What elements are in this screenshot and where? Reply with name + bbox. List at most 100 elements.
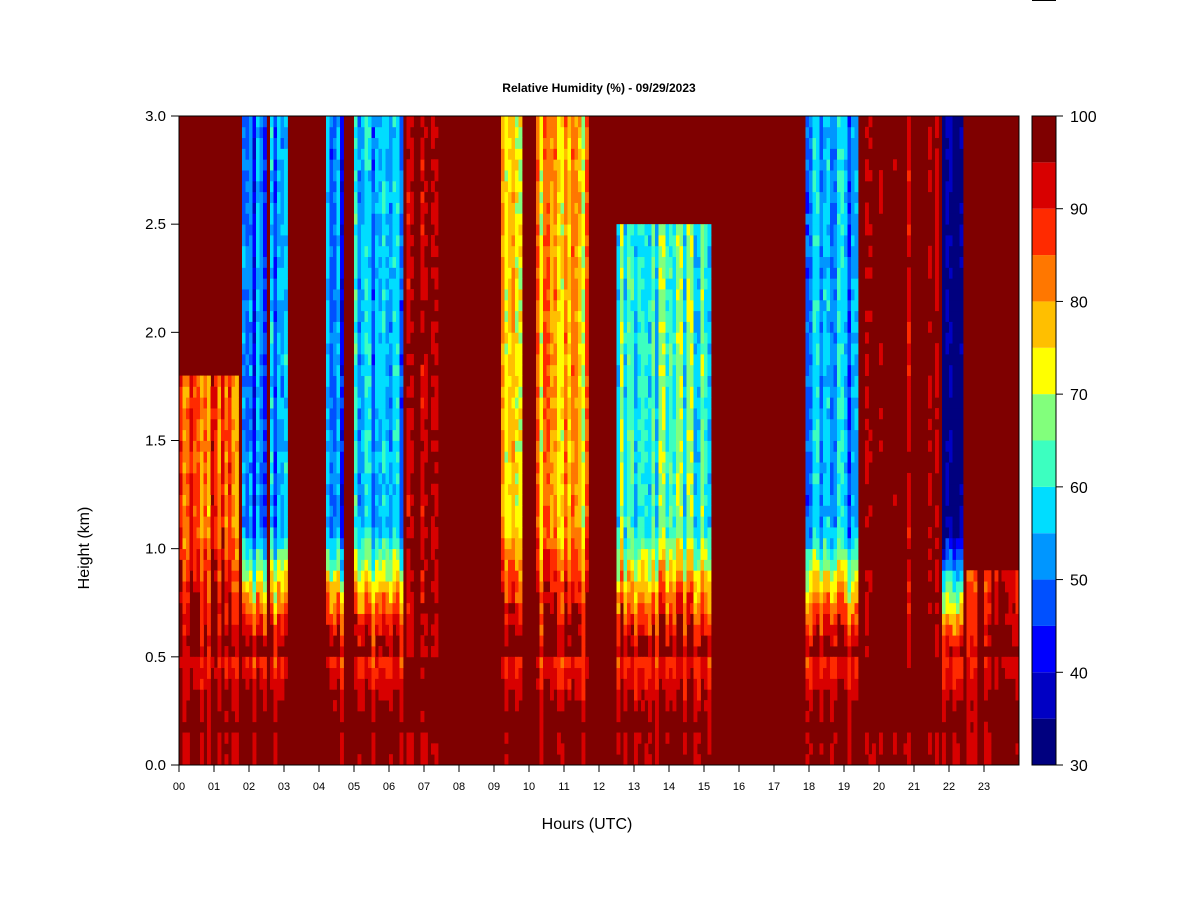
heatmap-cell — [424, 527, 428, 539]
heatmap-cell — [259, 462, 264, 474]
heatmap-cell — [228, 667, 232, 679]
heatmap-cell — [357, 332, 362, 344]
heatmap-cell — [371, 170, 376, 182]
heatmap-cell — [214, 451, 218, 463]
heatmap-cell — [375, 667, 379, 679]
heatmap-cell — [284, 581, 288, 593]
heatmap-cell — [235, 472, 239, 485]
heatmap-cell — [336, 440, 341, 452]
heatmap-cell — [193, 462, 197, 474]
heatmap-cell — [630, 537, 635, 550]
heatmap-cell — [826, 451, 831, 463]
heatmap-cell — [410, 191, 414, 203]
heatmap-cell — [420, 364, 425, 376]
heatmap-cell — [284, 602, 288, 614]
heatmap-cell — [252, 667, 257, 679]
heatmap-cell — [697, 505, 701, 517]
heatmap-cell — [809, 137, 813, 149]
heatmap-cell — [410, 743, 414, 755]
heatmap-cell — [574, 234, 579, 247]
heatmap-cell — [805, 310, 810, 322]
heatmap-cell — [256, 516, 260, 528]
heatmap-cell — [336, 180, 341, 193]
heatmap-cell — [826, 472, 831, 485]
heatmap-cell — [830, 170, 834, 182]
heatmap-cell — [235, 710, 239, 723]
heatmap-cell — [392, 256, 397, 268]
heatmap-cell — [259, 278, 264, 290]
heatmap-cell — [207, 689, 211, 701]
heatmap-cell — [812, 548, 817, 560]
heatmap-cell — [284, 570, 288, 582]
heatmap-cell — [518, 462, 523, 474]
heatmap-cell — [242, 202, 246, 214]
heatmap-cell — [410, 591, 414, 604]
heatmap-cell — [382, 353, 386, 366]
heatmap-cell — [378, 364, 383, 376]
heatmap-cell — [830, 689, 834, 701]
heatmap-cell — [196, 462, 201, 474]
heatmap-cell — [644, 375, 649, 387]
heatmap-cell — [550, 224, 554, 236]
heatmap-cell — [371, 343, 376, 355]
heatmap-cell — [546, 429, 551, 441]
heatmap-cell — [676, 245, 680, 258]
heatmap-cell — [826, 570, 831, 582]
heatmap-cell — [700, 289, 705, 301]
heatmap-cell — [686, 386, 691, 398]
heatmap-cell — [536, 397, 540, 409]
heatmap-cell — [252, 472, 257, 485]
heatmap-cell — [641, 353, 645, 366]
heatmap-cell — [805, 332, 810, 344]
heatmap-cell — [809, 494, 813, 506]
heatmap-cell — [553, 353, 558, 366]
heatmap-cell — [231, 743, 236, 755]
heatmap-cell — [385, 462, 390, 474]
heatmap-cell — [508, 678, 512, 690]
heatmap-cell — [662, 364, 666, 376]
heatmap-cell — [665, 278, 670, 290]
heatmap-cell — [627, 310, 631, 322]
heatmap-cell — [357, 267, 362, 279]
heatmap-cell — [515, 126, 519, 139]
heatmap-cell — [273, 548, 278, 560]
heatmap-cell — [273, 310, 278, 322]
heatmap-cell — [508, 408, 512, 420]
heatmap-cell — [273, 591, 278, 604]
heatmap-cell — [245, 548, 250, 560]
heatmap-cell — [826, 624, 831, 636]
heatmap-cell — [518, 353, 523, 366]
heatmap-cell — [553, 462, 558, 474]
heatmap-cell — [252, 440, 257, 452]
heatmap-cell — [434, 646, 439, 658]
heatmap-cell — [249, 213, 253, 225]
heatmap-cell — [672, 408, 677, 420]
heatmap-cell — [518, 483, 523, 495]
heatmap-cell — [252, 202, 257, 214]
heatmap-cell — [574, 224, 579, 236]
heatmap-cell — [361, 256, 365, 268]
heatmap-cell — [812, 429, 817, 441]
heatmap-cell — [627, 678, 631, 690]
heatmap-cell — [686, 429, 691, 441]
heatmap-cell — [567, 408, 572, 420]
heatmap-cell — [819, 527, 824, 539]
heatmap-cell — [273, 559, 278, 571]
heatmap-cell — [648, 256, 652, 268]
heatmap-cell — [823, 213, 827, 225]
heatmap-cell — [620, 343, 624, 355]
heatmap-cell — [508, 267, 512, 279]
heatmap-cell — [340, 483, 344, 495]
heatmap-cell — [336, 386, 341, 398]
heatmap-cell — [630, 234, 635, 247]
heatmap-cell — [823, 278, 827, 290]
heatmap-cell — [819, 213, 824, 225]
heatmap-cell — [581, 483, 586, 495]
heatmap-cell — [434, 754, 439, 766]
heatmap-cell — [830, 332, 834, 344]
heatmap-cell — [560, 537, 565, 550]
heatmap-cell — [256, 267, 260, 279]
heatmap-cell — [182, 646, 187, 658]
heatmap-cell — [700, 224, 705, 236]
heatmap-cell — [333, 483, 337, 495]
